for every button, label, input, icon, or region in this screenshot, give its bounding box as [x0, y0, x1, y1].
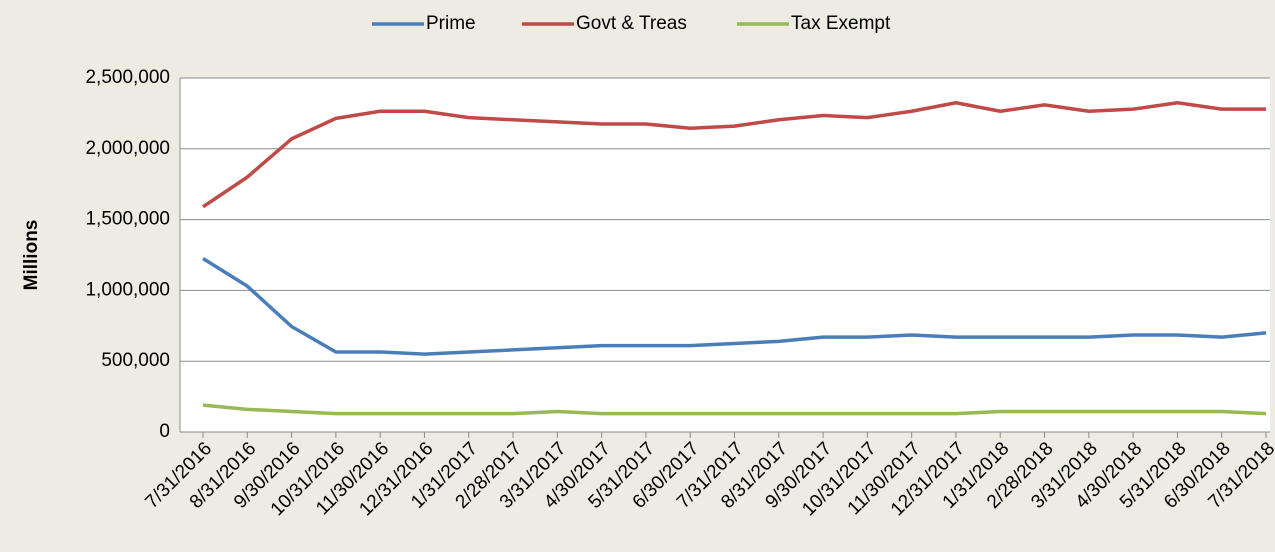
line-series	[202, 101, 1266, 209]
y-tick-label: 1,500,000	[85, 209, 170, 230]
y-axis-title: Millions	[21, 220, 42, 291]
y-tick-label: 500,000	[101, 350, 170, 371]
y-tick-label: 2,000,000	[85, 138, 170, 159]
legend-label: Tax Exempt	[791, 13, 891, 34]
y-tick-label: 2,500,000	[85, 67, 170, 88]
y-tick-label: 1,000,000	[85, 279, 170, 300]
y-tick-label: 0	[159, 421, 170, 442]
line-series	[202, 257, 1267, 356]
legend-label: Govt & Treas	[576, 13, 687, 34]
plot-area	[180, 78, 1270, 432]
legend-label: Prime	[426, 13, 476, 34]
line-series	[202, 403, 1267, 416]
